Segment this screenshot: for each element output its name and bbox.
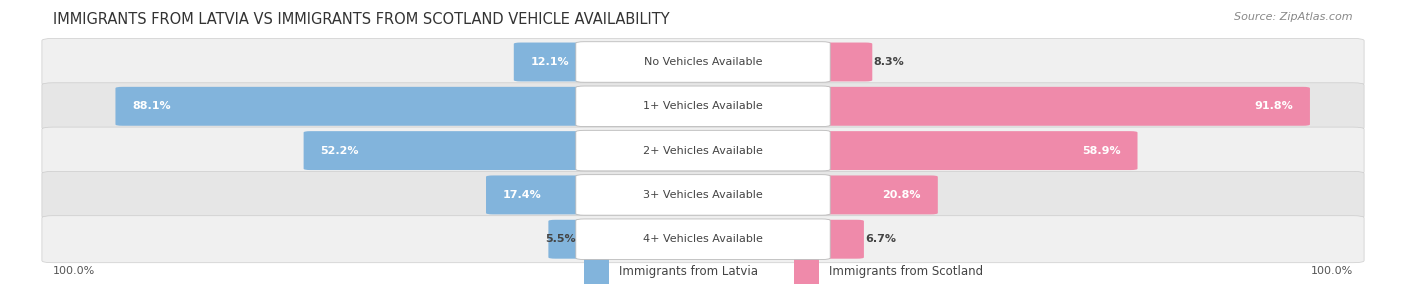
Text: 8.3%: 8.3% [873, 57, 904, 67]
FancyBboxPatch shape [576, 86, 830, 127]
FancyBboxPatch shape [42, 216, 1364, 263]
FancyBboxPatch shape [42, 127, 1364, 174]
FancyBboxPatch shape [585, 259, 609, 283]
FancyBboxPatch shape [576, 175, 830, 215]
FancyBboxPatch shape [815, 175, 938, 214]
Text: 88.1%: 88.1% [132, 101, 172, 111]
FancyBboxPatch shape [486, 175, 591, 214]
Text: Immigrants from Latvia: Immigrants from Latvia [619, 265, 758, 278]
Text: 5.5%: 5.5% [546, 234, 576, 244]
FancyBboxPatch shape [513, 43, 591, 82]
FancyBboxPatch shape [815, 87, 1310, 126]
FancyBboxPatch shape [815, 131, 1137, 170]
Text: 4+ Vehicles Available: 4+ Vehicles Available [643, 234, 763, 244]
Text: 2+ Vehicles Available: 2+ Vehicles Available [643, 146, 763, 156]
FancyBboxPatch shape [815, 220, 863, 259]
FancyBboxPatch shape [548, 220, 591, 259]
Text: Immigrants from Scotland: Immigrants from Scotland [828, 265, 983, 278]
FancyBboxPatch shape [576, 42, 830, 82]
Text: 91.8%: 91.8% [1254, 101, 1294, 111]
FancyBboxPatch shape [576, 130, 830, 171]
Text: 6.7%: 6.7% [865, 234, 896, 244]
Text: IMMIGRANTS FROM LATVIA VS IMMIGRANTS FROM SCOTLAND VEHICLE AVAILABILITY: IMMIGRANTS FROM LATVIA VS IMMIGRANTS FRO… [53, 12, 669, 27]
Text: 100.0%: 100.0% [53, 266, 96, 276]
Text: 20.8%: 20.8% [883, 190, 921, 200]
Text: 100.0%: 100.0% [1310, 266, 1353, 276]
Text: Source: ZipAtlas.com: Source: ZipAtlas.com [1234, 12, 1353, 22]
FancyBboxPatch shape [304, 131, 591, 170]
Text: 3+ Vehicles Available: 3+ Vehicles Available [643, 190, 763, 200]
Text: 12.1%: 12.1% [530, 57, 569, 67]
FancyBboxPatch shape [576, 219, 830, 259]
FancyBboxPatch shape [42, 171, 1364, 219]
Text: No Vehicles Available: No Vehicles Available [644, 57, 762, 67]
FancyBboxPatch shape [42, 83, 1364, 130]
Text: 1+ Vehicles Available: 1+ Vehicles Available [643, 101, 763, 111]
FancyBboxPatch shape [42, 39, 1364, 86]
FancyBboxPatch shape [115, 87, 591, 126]
FancyBboxPatch shape [815, 43, 872, 82]
Text: 58.9%: 58.9% [1083, 146, 1121, 156]
FancyBboxPatch shape [794, 259, 820, 283]
Text: 17.4%: 17.4% [503, 190, 541, 200]
Text: 52.2%: 52.2% [321, 146, 359, 156]
